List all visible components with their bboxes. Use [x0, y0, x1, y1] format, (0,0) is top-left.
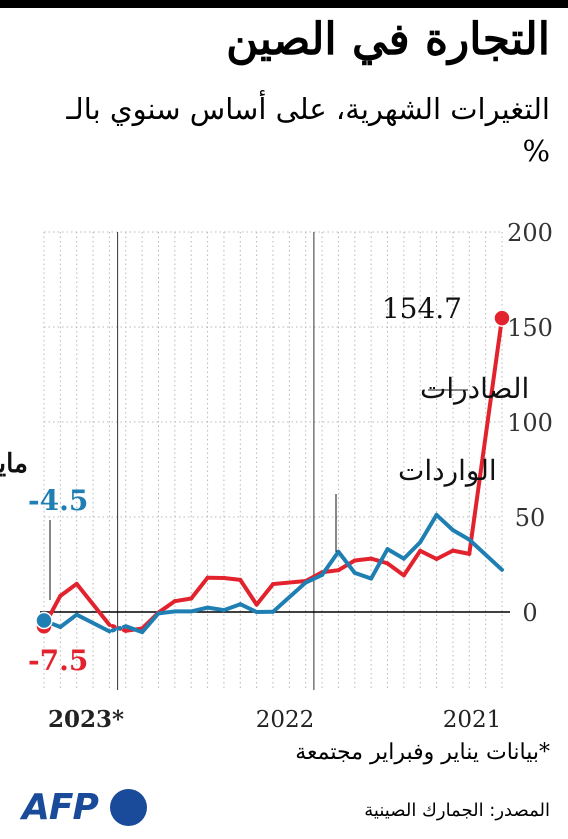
source-text: المصدر: الجمارك الصينية: [364, 800, 550, 821]
imports-line-segment: [369, 547, 390, 581]
imports-line-segment: [107, 624, 128, 634]
imports-line-segment: [418, 512, 439, 545]
exports-line-segment: [434, 548, 455, 561]
imports-line-segment: [156, 609, 177, 616]
x-year-label: 2022: [256, 707, 315, 733]
x-year-label: 2021: [443, 707, 502, 733]
x-year-label: 2023*: [48, 706, 124, 733]
y-tick-label: 100: [507, 409, 553, 437]
imports-line-segment: [205, 605, 226, 613]
imports-line-segment: [238, 602, 259, 614]
imports-line-segment: [221, 602, 243, 613]
exports-line-segment: [58, 581, 79, 598]
footnote: *بيانات يناير وفبراير مجتمعة: [295, 740, 550, 765]
exports-line-segment: [418, 548, 439, 561]
exports-line-segment: [271, 579, 308, 587]
exports-callout-point: [493, 309, 511, 327]
top-bar: [0, 0, 568, 8]
imports-line-segment: [189, 605, 210, 614]
exports-line-segment: [401, 548, 423, 578]
exports-line-segment: [385, 561, 406, 578]
exports-line-segment: [254, 582, 275, 607]
imports-line-segment: [352, 570, 374, 581]
exports-line-segment: [156, 599, 177, 615]
imports-line-segment: [123, 624, 145, 635]
imports-callout-point: [35, 611, 53, 630]
chart-subtitle: التغيرات الشهرية، على أساس سنوي بالـ %: [66, 92, 550, 168]
exports-line-segment: [74, 581, 112, 627]
logo-dot-icon: [110, 789, 147, 826]
line-chart: 0 50 100 150 200 2021 2022 2023* 154.7 -7.5 -4.5ما…: [0, 219, 553, 733]
imports-line-segment: [401, 540, 423, 561]
exports-line-segment: [189, 575, 210, 601]
exports-line-segment: [467, 316, 504, 556]
imports-line-segment: [450, 528, 472, 542]
imports-line-segment: [320, 549, 341, 577]
exports-line-segment: [450, 548, 472, 556]
imports-line-segment: [74, 612, 112, 634]
exports-line-segment: [221, 575, 243, 582]
imports-line-segment: [467, 537, 504, 572]
imports-line-segment: [336, 549, 357, 575]
exports-peak-label: 154.7: [382, 292, 462, 325]
chart-title: التجارة في الصين: [226, 14, 550, 65]
exports-line-segment: [352, 556, 374, 563]
imports-series-label: الواردات: [398, 454, 497, 487]
y-tick-label: 150: [507, 314, 553, 342]
imports-line-segment: [434, 512, 455, 533]
imports-line-segment: [140, 611, 161, 635]
imports-line-segment: [271, 580, 308, 614]
month-label: مايو: [0, 449, 28, 479]
exports-latest-label: -7.5: [28, 644, 88, 677]
y-tick-label: 50: [515, 504, 546, 532]
imports-latest-label: -4.5: [28, 484, 88, 517]
exports-line-segment: [238, 577, 259, 607]
y-tick-label: 200: [507, 219, 553, 247]
exports-line-segment: [172, 596, 194, 604]
logo-text: AFP: [22, 787, 99, 828]
imports-line-segment: [58, 612, 79, 630]
y-tick-label: 0: [522, 599, 537, 627]
imports-line-segment: [385, 547, 406, 561]
exports-series-label: الصادرات: [420, 372, 529, 405]
imports-line-segment: [303, 572, 325, 585]
